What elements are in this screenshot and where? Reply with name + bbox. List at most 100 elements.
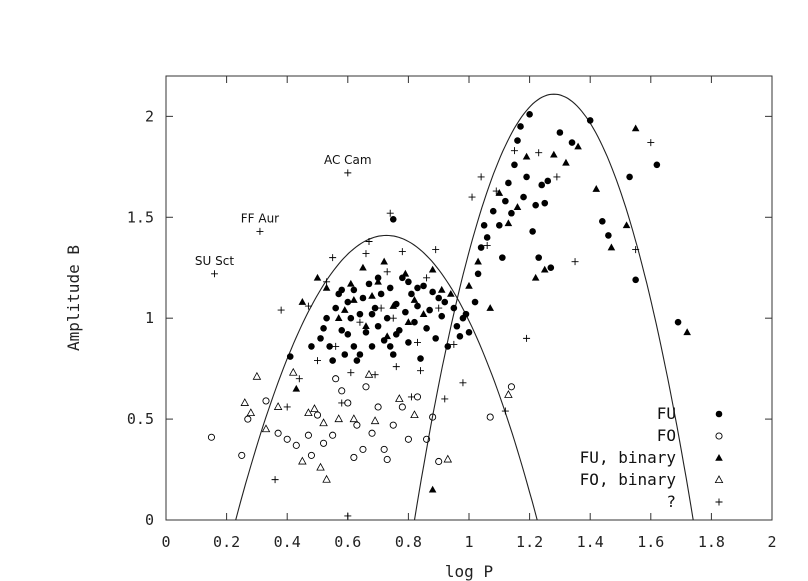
point-filled-circle xyxy=(477,244,485,251)
point-filled-circle xyxy=(471,298,479,306)
legend-marker xyxy=(715,432,723,440)
point-filled-triangle xyxy=(404,318,413,326)
point-filled-circle xyxy=(344,331,352,338)
point-filled-triangle xyxy=(389,302,398,309)
point-filled-circle xyxy=(374,322,382,330)
point-filled-circle xyxy=(389,215,397,223)
point-open-triangle xyxy=(316,462,325,471)
point-open-triangle xyxy=(273,402,283,410)
annotation-label: AC Cam xyxy=(324,153,372,167)
point-plus xyxy=(389,314,397,322)
point-filled-circle xyxy=(356,310,364,318)
point-filled-circle xyxy=(489,207,497,215)
x-tick-label: 0 xyxy=(161,533,170,551)
point-filled-circle xyxy=(308,343,315,350)
point-open-circle xyxy=(274,429,282,437)
point-open-triangle xyxy=(334,414,343,423)
x-tick-label: 1 xyxy=(464,533,473,551)
point-plus xyxy=(383,268,391,276)
point-filled-circle xyxy=(414,302,421,310)
point-filled-circle xyxy=(411,318,418,326)
point-filled-circle xyxy=(474,270,482,278)
point-filled-circle xyxy=(529,228,536,235)
y-tick-label: 1.5 xyxy=(127,208,154,226)
point-open-triangle xyxy=(370,416,380,425)
point-filled-circle xyxy=(323,314,330,322)
point-plus xyxy=(314,357,321,365)
point-filled-triangle xyxy=(531,273,540,281)
point-plus xyxy=(304,302,312,310)
point-open-triangle xyxy=(288,367,298,376)
point-plus xyxy=(277,306,285,314)
point-plus xyxy=(392,363,400,371)
point-filled-circle xyxy=(508,209,515,217)
point-filled-triangle xyxy=(368,291,376,299)
point-filled-circle xyxy=(386,343,394,350)
legend-marker xyxy=(715,410,723,418)
point-filled-circle xyxy=(435,294,443,302)
point-filled-triangle xyxy=(359,263,367,271)
x-tick-label: 1.8 xyxy=(698,533,725,551)
point-filled-circle xyxy=(350,343,358,350)
x-tick-label: 0.2 xyxy=(213,533,240,551)
point-plus xyxy=(459,379,467,387)
point-filled-triangle xyxy=(410,296,419,303)
point-open-triangle xyxy=(322,474,331,483)
axis-ticks: 0 0.2 0.4 0.6 0.8 1 1.2 1.4 1.6 1.8 2 0 0.5 1 1.5 2 xyxy=(127,76,777,551)
point-open-triangle xyxy=(349,414,359,423)
legend-marker xyxy=(715,498,723,506)
point-plus xyxy=(413,338,421,346)
point-filled-triangle xyxy=(522,152,531,160)
legend-label: ? xyxy=(666,492,676,511)
star-annotations: SU Sct FF Aur AC Cam xyxy=(195,153,372,268)
point-filled-circle xyxy=(438,312,446,320)
point-filled-circle xyxy=(408,290,415,298)
point-filled-triangle xyxy=(495,189,504,196)
point-filled-circle xyxy=(505,179,512,187)
envelope-curve xyxy=(413,93,694,520)
point-filled-circle xyxy=(517,123,524,130)
point-open-circle xyxy=(262,397,270,405)
point-filled-triangle xyxy=(380,257,388,265)
point-filled-circle xyxy=(444,343,452,350)
point-filled-circle xyxy=(441,298,449,306)
point-open-circle xyxy=(429,413,437,421)
point-filled-circle xyxy=(347,314,355,322)
point-filled-triangle xyxy=(486,304,495,311)
point-filled-triangle xyxy=(428,485,437,493)
point-filled-circle xyxy=(632,276,639,284)
x-tick-label: 1.2 xyxy=(516,533,543,551)
point-plus xyxy=(377,304,385,312)
point-plus xyxy=(523,334,531,342)
point-filled-circle xyxy=(389,351,397,358)
point-plus xyxy=(492,187,500,195)
point-filled-triangle xyxy=(607,243,616,251)
point-filled-circle xyxy=(511,161,518,169)
point-filled-triangle xyxy=(298,298,307,305)
point-filled-triangle xyxy=(513,203,522,210)
point-filled-circle xyxy=(417,355,424,362)
point-filled-circle xyxy=(286,353,294,360)
point-filled-circle xyxy=(317,335,324,342)
y-tick-label: 2 xyxy=(145,107,154,125)
point-filled-circle xyxy=(556,129,564,136)
point-filled-circle xyxy=(338,326,346,334)
point-plus xyxy=(332,342,340,350)
annotation-label: SU Sct xyxy=(195,254,234,268)
point-filled-circle xyxy=(320,324,327,332)
point-open-circle xyxy=(507,383,515,391)
point-open-circle xyxy=(313,411,322,419)
point-plus xyxy=(417,367,425,375)
point-filled-circle xyxy=(353,357,361,364)
point-filled-circle xyxy=(405,339,412,346)
point-plus xyxy=(435,304,443,312)
point-open-circle xyxy=(304,431,312,439)
envelope-curves xyxy=(235,93,694,520)
point-filled-circle xyxy=(502,197,509,205)
point-plus xyxy=(365,237,373,245)
point-filled-circle xyxy=(480,222,488,229)
point-filled-triangle xyxy=(540,265,549,273)
point-open-circle xyxy=(353,421,361,429)
point-filled-circle xyxy=(496,222,503,229)
x-tick-label: 2 xyxy=(767,533,776,551)
